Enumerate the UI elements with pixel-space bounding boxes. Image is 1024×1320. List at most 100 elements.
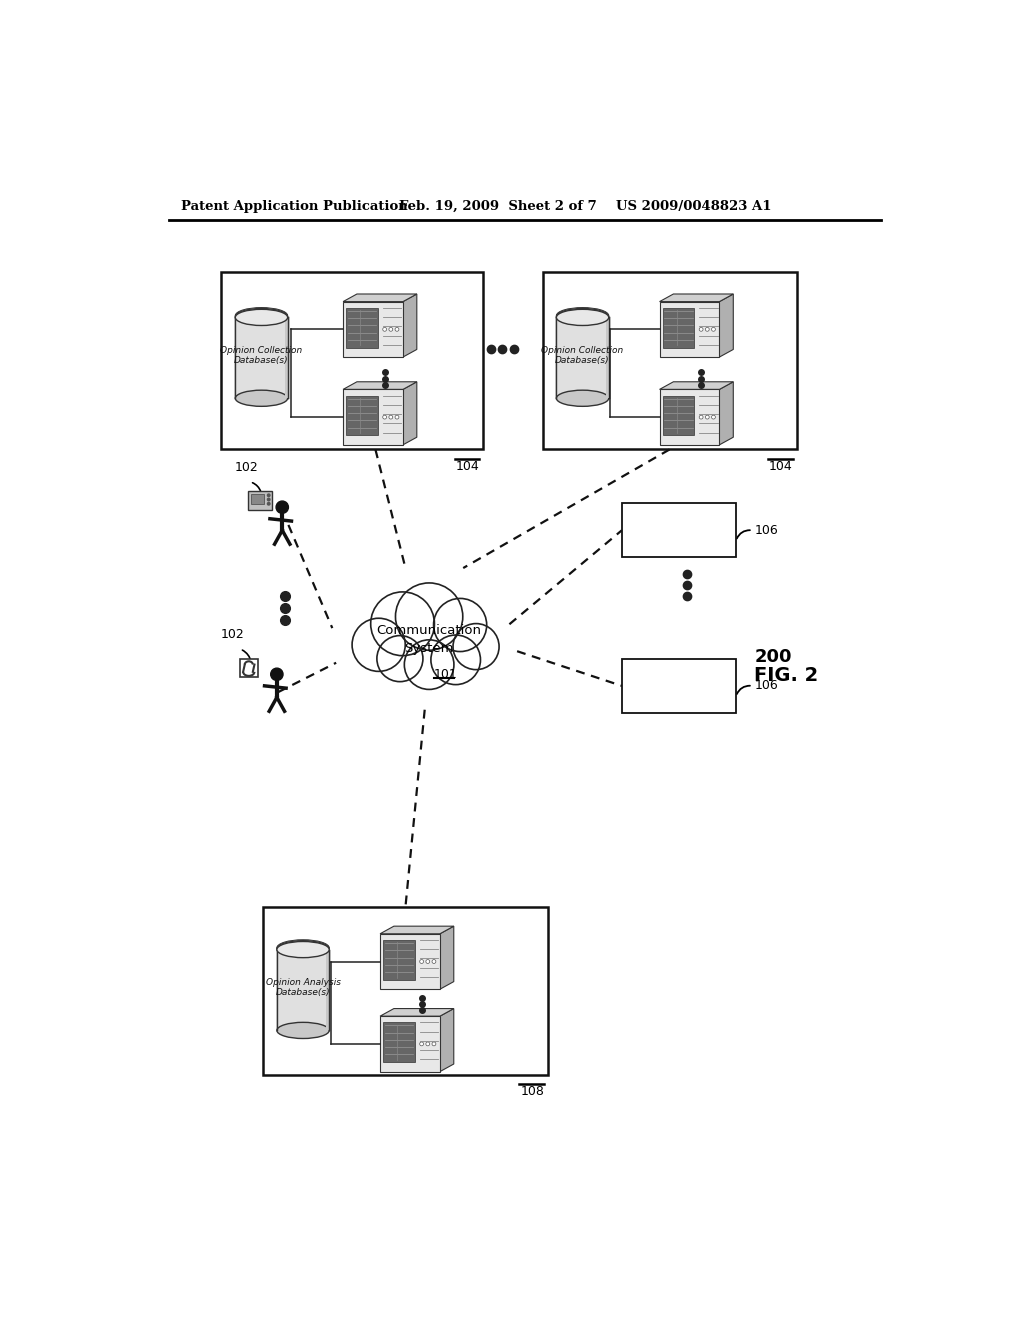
Ellipse shape xyxy=(276,941,330,957)
Circle shape xyxy=(395,583,463,651)
Circle shape xyxy=(267,498,270,500)
Text: 106: 106 xyxy=(755,680,779,693)
Circle shape xyxy=(404,640,454,689)
Ellipse shape xyxy=(556,309,608,325)
Text: 101: 101 xyxy=(434,668,458,681)
Circle shape xyxy=(389,327,393,331)
Circle shape xyxy=(352,618,406,672)
Polygon shape xyxy=(403,294,417,358)
Circle shape xyxy=(420,1041,424,1045)
Bar xyxy=(343,302,403,358)
Bar xyxy=(249,491,272,510)
Bar xyxy=(622,659,736,713)
Bar xyxy=(659,389,720,445)
Text: 104: 104 xyxy=(769,461,793,474)
Circle shape xyxy=(699,416,703,418)
Text: US 2009/0048823 A1: US 2009/0048823 A1 xyxy=(615,199,771,213)
Text: Patent Application Publication: Patent Application Publication xyxy=(180,199,408,213)
Circle shape xyxy=(383,416,387,418)
Circle shape xyxy=(371,591,434,656)
Bar xyxy=(276,949,330,1031)
Bar xyxy=(380,1016,440,1072)
Circle shape xyxy=(712,416,716,418)
Polygon shape xyxy=(380,1008,454,1016)
Ellipse shape xyxy=(556,308,608,323)
Circle shape xyxy=(453,623,499,669)
Circle shape xyxy=(432,1041,436,1045)
Ellipse shape xyxy=(276,1022,330,1039)
Bar xyxy=(221,272,483,449)
Polygon shape xyxy=(343,294,417,302)
Ellipse shape xyxy=(556,391,608,407)
Polygon shape xyxy=(605,317,608,399)
Text: 104: 104 xyxy=(456,461,479,474)
Text: FIG. 2: FIG. 2 xyxy=(755,667,818,685)
Bar xyxy=(346,308,378,347)
Text: Communication
System: Communication System xyxy=(376,624,481,655)
Polygon shape xyxy=(659,381,733,389)
Polygon shape xyxy=(285,317,288,399)
Circle shape xyxy=(420,960,424,964)
Ellipse shape xyxy=(236,308,288,323)
Bar xyxy=(659,302,720,358)
Text: Service
Agents: Service Agents xyxy=(655,669,702,702)
Polygon shape xyxy=(720,381,733,445)
Text: Opinion Collection
Database(s): Opinion Collection Database(s) xyxy=(220,346,302,366)
Circle shape xyxy=(395,416,399,418)
Ellipse shape xyxy=(276,940,330,956)
Ellipse shape xyxy=(276,941,330,958)
Ellipse shape xyxy=(556,309,608,326)
Bar xyxy=(352,630,498,672)
Bar xyxy=(343,389,403,445)
Bar xyxy=(236,317,288,399)
Polygon shape xyxy=(403,381,417,445)
Circle shape xyxy=(431,635,480,685)
Text: Opinion Collection
Database(s): Opinion Collection Database(s) xyxy=(542,346,624,366)
Polygon shape xyxy=(326,949,330,1031)
Circle shape xyxy=(267,503,270,506)
Text: Service
Agents: Service Agents xyxy=(655,515,702,546)
Bar xyxy=(622,503,736,557)
Circle shape xyxy=(395,327,399,331)
Text: 200: 200 xyxy=(755,648,792,667)
Bar xyxy=(263,907,548,1074)
Bar xyxy=(543,272,797,449)
Polygon shape xyxy=(440,927,454,989)
Bar xyxy=(556,317,608,399)
Bar xyxy=(240,659,258,677)
Polygon shape xyxy=(343,381,417,389)
Circle shape xyxy=(712,327,716,331)
Circle shape xyxy=(383,327,387,331)
Text: 108: 108 xyxy=(520,1085,544,1098)
Text: 102: 102 xyxy=(234,461,258,474)
Polygon shape xyxy=(380,927,454,933)
Bar xyxy=(383,940,415,979)
Circle shape xyxy=(706,416,710,418)
Circle shape xyxy=(377,636,423,681)
Polygon shape xyxy=(440,1008,454,1072)
Circle shape xyxy=(270,668,283,681)
Bar xyxy=(383,1022,415,1063)
Ellipse shape xyxy=(236,309,288,325)
Circle shape xyxy=(426,1041,430,1045)
Polygon shape xyxy=(720,294,733,358)
Circle shape xyxy=(706,327,710,331)
Bar xyxy=(251,494,264,504)
Circle shape xyxy=(276,502,289,513)
Circle shape xyxy=(433,598,486,652)
Polygon shape xyxy=(659,294,733,302)
Bar xyxy=(663,396,694,436)
Text: 106: 106 xyxy=(755,524,779,537)
Circle shape xyxy=(699,327,703,331)
Text: 102: 102 xyxy=(220,628,245,642)
Bar xyxy=(380,933,440,989)
Text: Feb. 19, 2009  Sheet 2 of 7: Feb. 19, 2009 Sheet 2 of 7 xyxy=(398,199,596,213)
Circle shape xyxy=(432,960,436,964)
Circle shape xyxy=(426,960,430,964)
Circle shape xyxy=(267,494,270,496)
Text: Opinion Analysis
Database(s): Opinion Analysis Database(s) xyxy=(265,978,341,998)
Circle shape xyxy=(389,416,393,418)
Ellipse shape xyxy=(236,391,288,407)
Ellipse shape xyxy=(236,309,288,326)
Bar xyxy=(346,396,378,436)
